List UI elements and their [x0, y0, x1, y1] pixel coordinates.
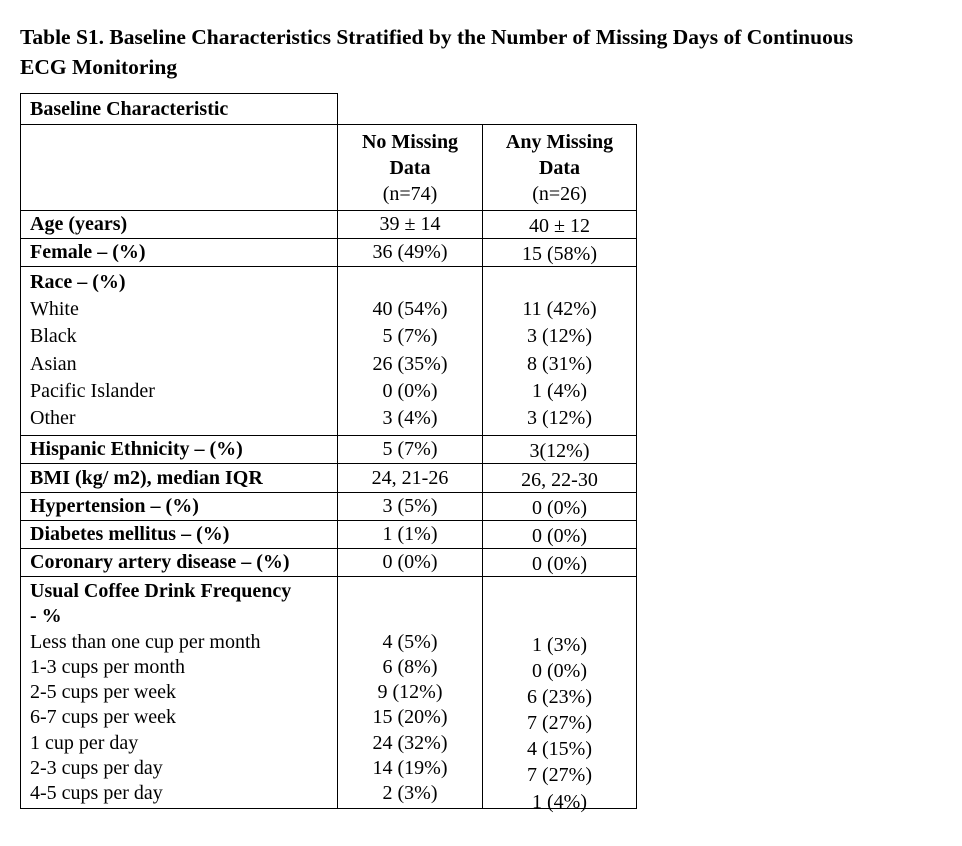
coffee-any-missing-cell: 1 (3%) 0 (0%) 6 (23%) 7 (27%) 4 (15%) 7 … [482, 576, 637, 813]
diabetes-no-missing-value: 1 (1%) [337, 520, 483, 549]
table-title-line1: Table S1. Baseline Characteristics Strat… [20, 25, 854, 49]
document-page: Table S1. Baseline Characteristics Strat… [20, 22, 955, 813]
race-group-header: Race – (%) [30, 271, 126, 293]
coffee-item-label: 6-7 cups per week [30, 706, 177, 729]
row-label-hypertension: Hypertension – (%) [20, 492, 338, 521]
coffee-any-missing-value: 7 (27%) [527, 764, 592, 787]
row-label-age: Age (years) [20, 210, 338, 239]
race-item-label: Asian [30, 352, 77, 375]
coffee-no-missing-value: 14 (19%) [372, 757, 448, 780]
coffee-no-missing-cell: 4 (5%) 6 (8%) 9 (12%) 15 (20%) 24 (32%) … [337, 576, 483, 809]
race-no-missing-value: 26 (35%) [372, 352, 448, 375]
table-row-hypertension: Hypertension – (%) 3 (5%) 0 (0%) [20, 492, 637, 521]
race-no-missing-value: 3 (4%) [382, 407, 438, 429]
coffee-item-label: Less than one cup per month [30, 630, 261, 653]
coffee-item-label: 4-5 cups per day [30, 782, 163, 805]
race-item-label: White [30, 298, 79, 321]
coffee-item-label: 2-5 cups per week [30, 681, 177, 704]
col-header-no-missing-n: (n=74) [382, 182, 438, 205]
corner-spacer-no-missing [338, 94, 483, 125]
race-any-missing-value: 11 (42%) [522, 298, 597, 321]
row-label-diabetes: Diabetes mellitus – (%) [20, 520, 338, 549]
race-no-missing-value: 40 (54%) [372, 298, 448, 321]
coffee-any-missing-value: 1 (4%) [532, 790, 587, 813]
coffee-any-missing-value: 6 (23%) [527, 686, 592, 709]
coffee-any-missing-value: 4 (15%) [527, 738, 592, 761]
coffee-group-header-line2: - % [30, 605, 62, 628]
coffee-any-missing-value: 7 (27%) [527, 712, 592, 735]
coffee-no-missing-value: 15 (20%) [372, 706, 448, 729]
coffee-no-missing-value: 24 (32%) [372, 731, 448, 754]
column-header-row: No Missing Data (n=74) Any Missing Data … [20, 124, 637, 211]
table-row-race-group: Race – (%) White Black Asian Pacific Isl… [20, 266, 637, 436]
age-no-missing-value: 39 ± 14 [337, 210, 483, 239]
bmi-no-missing-value: 24, 21-26 [337, 463, 483, 493]
row-label-female: Female – (%) [20, 238, 338, 267]
table-title: Table S1. Baseline Characteristics Strat… [20, 22, 955, 82]
table-row-hispanic: Hispanic Ethnicity – (%) 5 (7%) 3(12%) [20, 435, 637, 464]
table-row-female: Female – (%) 36 (49%) 15 (58%) [20, 238, 637, 267]
row-label-bmi: BMI (kg/ m2), median IQR [20, 463, 338, 493]
table-row-age: Age (years) 39 ± 14 40 ± 12 [20, 210, 637, 239]
table-row-diabetes: Diabetes mellitus – (%) 1 (1%) 0 (0%) [20, 520, 637, 549]
corner-header-cell: Baseline Characteristic [20, 93, 338, 125]
hypertension-any-missing-value: 0 (0%) [482, 492, 637, 521]
hispanic-any-missing-value: 3(12%) [482, 435, 637, 464]
coffee-no-missing-value: 4 (5%) [382, 630, 438, 653]
coronary-any-missing-value: 0 (0%) [482, 548, 637, 577]
race-any-missing-value: 3 (12%) [527, 407, 592, 429]
race-any-missing-value: 8 (31%) [527, 352, 592, 375]
race-any-missing-value: 1 (4%) [532, 379, 587, 402]
table-row-coronary: Coronary artery disease – (%) 0 (0%) 0 (… [20, 548, 637, 577]
corner-spacer-any-missing [483, 94, 637, 125]
coffee-group-header-line1: Usual Coffee Drink Frequency [30, 580, 292, 602]
table-row-bmi: BMI (kg/ m2), median IQR 24, 21-26 26, 2… [20, 463, 637, 493]
table-row-coffee-group: Usual Coffee Drink Frequency - % Less th… [20, 576, 637, 813]
race-no-missing-value: 0 (0%) [382, 379, 438, 402]
race-labels-cell: Race – (%) White Black Asian Pacific Isl… [20, 266, 338, 436]
col-header-any-missing-label: Any Missing Data [505, 130, 614, 179]
diabetes-any-missing-value: 0 (0%) [482, 520, 637, 549]
race-any-missing-value: 3 (12%) [527, 325, 592, 348]
race-any-missing-cell: 11 (42%) 3 (12%) 8 (31%) 1 (4%) 3 (12%) [482, 266, 637, 436]
row-label-hispanic: Hispanic Ethnicity – (%) [20, 435, 338, 464]
coffee-any-missing-value: 1 (3%) [532, 634, 587, 656]
coffee-no-missing-value: 2 (3%) [382, 782, 438, 805]
female-any-missing-value: 15 (58%) [482, 238, 637, 267]
bmi-any-missing-value: 26, 22-30 [482, 463, 637, 493]
age-any-missing-value: 40 ± 12 [482, 210, 637, 239]
coffee-no-missing-value: 6 (8%) [382, 655, 438, 678]
coffee-item-label: 1-3 cups per month [30, 655, 185, 678]
coffee-item-label: 2-3 cups per day [30, 757, 163, 780]
col-header-any-missing-n: (n=26) [532, 182, 587, 205]
female-no-missing-value: 36 (49%) [337, 238, 483, 267]
coffee-no-missing-value: 9 (12%) [377, 681, 443, 704]
hispanic-no-missing-value: 5 (7%) [337, 435, 483, 464]
race-no-missing-cell: 40 (54%) 5 (7%) 26 (35%) 0 (0%) 3 (4%) [337, 266, 483, 436]
coffee-item-label: 1 cup per day [30, 731, 139, 754]
race-item-label: Black [30, 325, 77, 348]
empty-header-cell [20, 124, 338, 211]
race-item-label: Pacific Islander [30, 379, 155, 402]
col-header-no-missing-label: No Missing Data [361, 130, 459, 179]
coronary-no-missing-value: 0 (0%) [337, 548, 483, 577]
race-no-missing-value: 5 (7%) [382, 325, 438, 348]
col-header-no-missing: No Missing Data (n=74) [337, 124, 483, 211]
corner-header-row: Baseline Characteristic [20, 93, 637, 125]
race-item-label: Other [30, 407, 76, 430]
coffee-labels-cell: Usual Coffee Drink Frequency - % Less th… [20, 576, 338, 809]
table-title-line2: ECG Monitoring [20, 55, 178, 79]
coffee-any-missing-value: 0 (0%) [532, 660, 587, 683]
col-header-any-missing: Any Missing Data (n=26) [482, 124, 637, 211]
hypertension-no-missing-value: 3 (5%) [337, 492, 483, 521]
row-label-coronary: Coronary artery disease – (%) [20, 548, 338, 577]
baseline-characteristics-table: Baseline Characteristic No Missing Data … [20, 93, 637, 813]
